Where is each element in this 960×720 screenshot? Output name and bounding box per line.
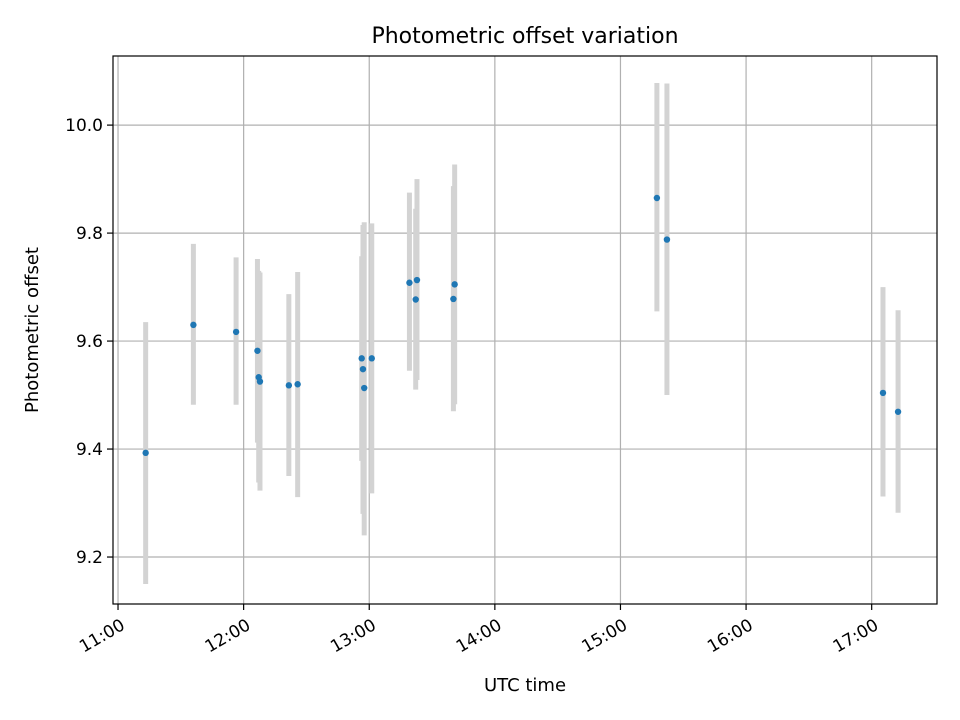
data-point: [368, 355, 375, 362]
data-point: [142, 449, 149, 457]
y-tick-label: 9.4: [76, 440, 103, 460]
x-axis-label: UTC time: [484, 675, 566, 696]
chart-title: Photometric offset variation: [371, 24, 678, 49]
data-point: [663, 236, 671, 243]
x-tick-label: 14:00: [453, 615, 505, 657]
data-point: [359, 365, 367, 373]
plot-frame: [112, 55, 938, 605]
data-point: [190, 321, 197, 329]
x-tick-label: 15:00: [579, 615, 631, 657]
y-tick-label: 9.2: [76, 548, 103, 568]
error-bars: [143, 82, 901, 585]
data-point: [406, 279, 413, 286]
data-point: [256, 378, 264, 385]
x-tick-label: 17:00: [830, 615, 882, 657]
data-point: [879, 389, 887, 397]
data-point: [285, 382, 293, 389]
y-tick-label: 9.6: [76, 332, 103, 352]
data-point: [450, 295, 457, 303]
data-point: [294, 381, 301, 388]
data-point: [412, 296, 419, 303]
data-point: [232, 328, 240, 336]
data-point: [361, 384, 368, 392]
x-tick-label: 12:00: [202, 615, 254, 657]
data-point: [451, 281, 458, 288]
grid: [113, 56, 937, 604]
axis-ticks: 11:00 12:00 13:00 14:00 15:00 16:00 17:00 9.2 9.…: [65, 116, 882, 657]
y-tick-label: 9.8: [76, 224, 103, 244]
x-tick-label: 13:00: [327, 615, 379, 657]
data-point: [653, 194, 661, 202]
y-tick-label: 10.0: [65, 116, 103, 136]
data-point: [413, 276, 421, 284]
x-tick-label: 16:00: [704, 615, 756, 657]
data-point: [358, 355, 365, 362]
data-point: [254, 347, 261, 354]
y-axis-label: Photometric offset: [22, 247, 43, 413]
data-points: [142, 194, 902, 457]
x-tick-label: 11:00: [76, 615, 128, 657]
data-point: [894, 408, 902, 415]
